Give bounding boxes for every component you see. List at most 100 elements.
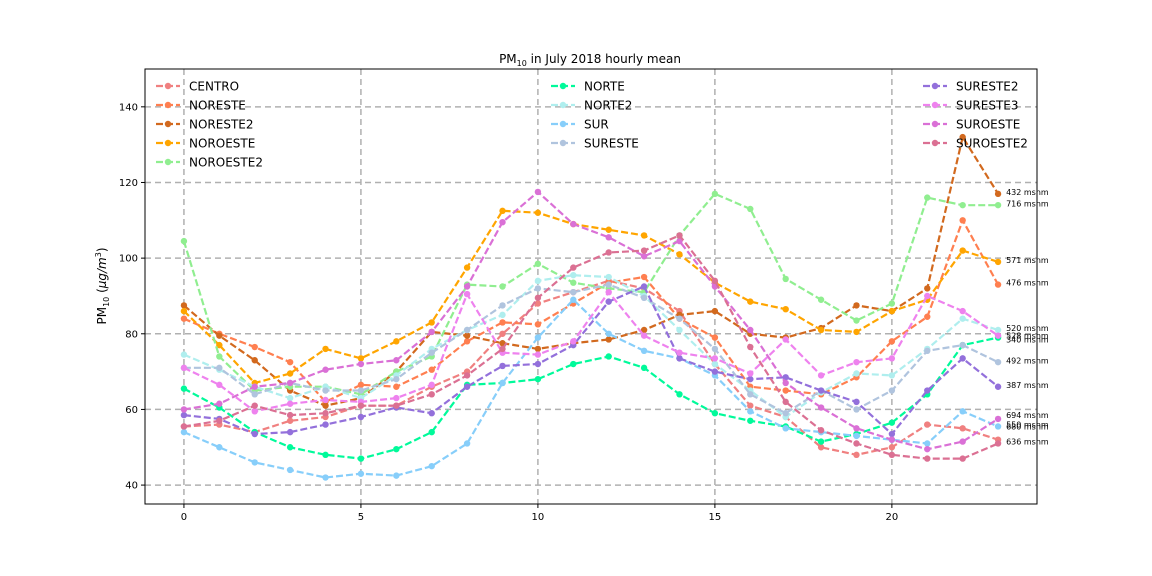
data-point [676, 349, 683, 356]
data-point [428, 319, 435, 326]
data-point [570, 264, 577, 271]
legend-label: SUROESTE2 [956, 137, 1028, 151]
legend-item: NORTE [551, 80, 625, 94]
data-point [322, 396, 329, 404]
data-point [959, 247, 966, 254]
data-point [605, 288, 612, 296]
data-point [251, 383, 258, 390]
data-point [605, 336, 612, 343]
altitude-annotation: 716 msnm [1006, 199, 1049, 208]
data-point [747, 326, 754, 334]
data-point [499, 345, 506, 353]
series-lines [180, 133, 1002, 481]
data-point [180, 411, 188, 419]
data-point [888, 338, 896, 345]
data-point [180, 302, 188, 309]
data-point [853, 425, 860, 432]
data-point [605, 298, 612, 305]
data-point [286, 379, 294, 387]
data-point [357, 355, 365, 362]
data-point [534, 188, 542, 196]
legend-marker [164, 101, 172, 109]
data-point [463, 440, 471, 447]
data-point [180, 307, 188, 315]
data-point [428, 366, 435, 373]
legend-item: SUROESTE [923, 118, 1020, 132]
data-point [393, 402, 400, 409]
data-point [180, 237, 188, 245]
data-point [959, 438, 966, 445]
data-point [888, 372, 896, 379]
legend-label: NORTE2 [584, 99, 632, 113]
data-point [570, 360, 577, 368]
data-point [676, 232, 683, 239]
data-point [322, 366, 329, 373]
data-point [216, 400, 223, 407]
data-point [357, 470, 365, 477]
data-point [251, 459, 258, 466]
data-point [534, 294, 542, 302]
data-point [959, 425, 966, 432]
data-point [924, 387, 931, 394]
series-line [183, 274, 999, 419]
plot-frame [144, 68, 1038, 505]
data-point [499, 319, 506, 326]
series-line [183, 234, 999, 460]
data-point [853, 328, 860, 336]
data-point [286, 370, 294, 377]
series-centro [180, 277, 1002, 459]
data-point [782, 379, 789, 387]
data-point [286, 444, 294, 451]
data-point [924, 285, 931, 292]
data-point [853, 432, 860, 440]
legend-item: CENTRO [156, 80, 239, 94]
data-point [924, 292, 931, 300]
data-point [534, 351, 542, 358]
data-point [676, 355, 683, 362]
data-point [180, 406, 188, 413]
legend-marker [559, 139, 567, 147]
data-point [782, 425, 789, 432]
data-point [463, 326, 471, 334]
data-point [676, 237, 683, 245]
data-point [640, 294, 648, 302]
legend-label: SUROESTE [956, 118, 1020, 132]
x-tick-label: 10 [532, 512, 545, 523]
legend-marker [164, 158, 172, 166]
data-point [605, 330, 612, 337]
legend-label: SURESTE3 [956, 99, 1018, 113]
data-point [924, 421, 931, 428]
data-point [888, 430, 896, 438]
data-point [428, 328, 435, 336]
data-point [286, 358, 294, 366]
data-point [251, 391, 258, 398]
data-point [216, 381, 223, 389]
legend-marker [559, 82, 567, 90]
data-point [499, 207, 506, 215]
data-point [640, 247, 648, 254]
data-point [286, 394, 294, 402]
data-point [888, 355, 896, 362]
data-point [747, 370, 754, 377]
data-point [499, 283, 506, 290]
data-point [393, 472, 400, 479]
y-tick-label: 120 [119, 178, 138, 189]
data-point [393, 383, 400, 390]
data-point [782, 398, 789, 406]
data-point [711, 345, 719, 353]
legend-label: SURESTE2 [956, 80, 1018, 94]
data-point [605, 226, 612, 233]
legend-item: NORTE2 [551, 99, 632, 113]
data-point [605, 273, 612, 281]
data-point [322, 474, 329, 481]
data-point [180, 385, 188, 392]
x-tick-label: 20 [886, 512, 899, 523]
data-point [216, 444, 223, 451]
legend-label: SURESTE [584, 137, 639, 151]
data-point [640, 232, 648, 239]
data-point [534, 334, 542, 341]
legend-item: NORESTE2 [156, 118, 254, 132]
legend-label: CENTRO [189, 80, 239, 94]
data-point [570, 296, 577, 303]
